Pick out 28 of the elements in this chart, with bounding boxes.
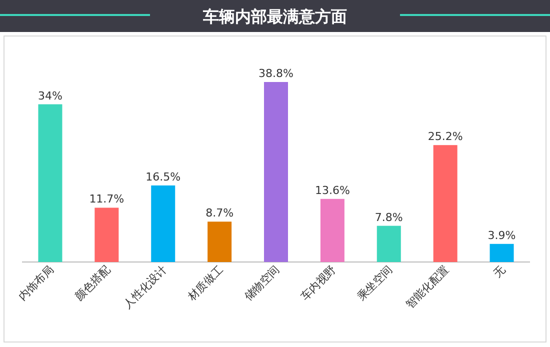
x-tick-label: 车内视野 xyxy=(298,262,339,304)
bar xyxy=(94,208,119,262)
x-tick-label: 材质做工 xyxy=(184,262,226,304)
bar xyxy=(38,104,62,262)
data-label: 8.7% xyxy=(206,206,234,220)
x-tick-label: 颜色搭配 xyxy=(72,262,113,304)
bar xyxy=(433,145,458,262)
x-tick-label: 乘坐空间 xyxy=(354,262,396,304)
bar xyxy=(151,185,176,262)
x-tick-label: 无 xyxy=(490,262,508,280)
bar xyxy=(208,222,232,262)
x-tick-label: 人性化设计 xyxy=(121,262,170,312)
x-tick-label: 智能化配置 xyxy=(403,262,452,312)
x-tick-label: 储物空间 xyxy=(242,262,282,304)
chart-title: 车辆内部最满意方面 xyxy=(202,7,347,26)
bar xyxy=(264,82,288,262)
data-label: 7.8% xyxy=(374,210,403,224)
data-label: 11.7% xyxy=(89,192,124,206)
data-label: 34% xyxy=(38,89,62,102)
data-label: 3.9% xyxy=(488,228,516,242)
data-label: 25.2% xyxy=(428,130,463,144)
data-label: 38.8% xyxy=(258,67,294,80)
bar xyxy=(490,244,514,262)
x-tick-label: 内饰布局 xyxy=(16,262,56,304)
bar xyxy=(320,198,344,262)
data-label: 16.5% xyxy=(146,170,181,184)
data-label: 13.6% xyxy=(314,184,350,197)
bar xyxy=(376,226,401,262)
